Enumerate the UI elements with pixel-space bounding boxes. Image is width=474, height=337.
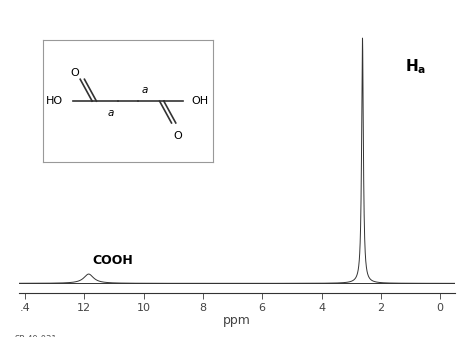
Text: COOH: COOH [92,254,133,268]
Text: HO: HO [46,96,63,106]
Text: O: O [71,68,80,78]
Text: a: a [142,85,148,95]
Text: O: O [173,131,182,142]
Text: $\mathbf{H_a}$: $\mathbf{H_a}$ [405,58,426,76]
Text: a: a [108,109,114,118]
X-axis label: ppm: ppm [223,314,251,327]
Text: OH: OH [191,96,208,106]
Text: SP-49-031: SP-49-031 [15,335,57,337]
